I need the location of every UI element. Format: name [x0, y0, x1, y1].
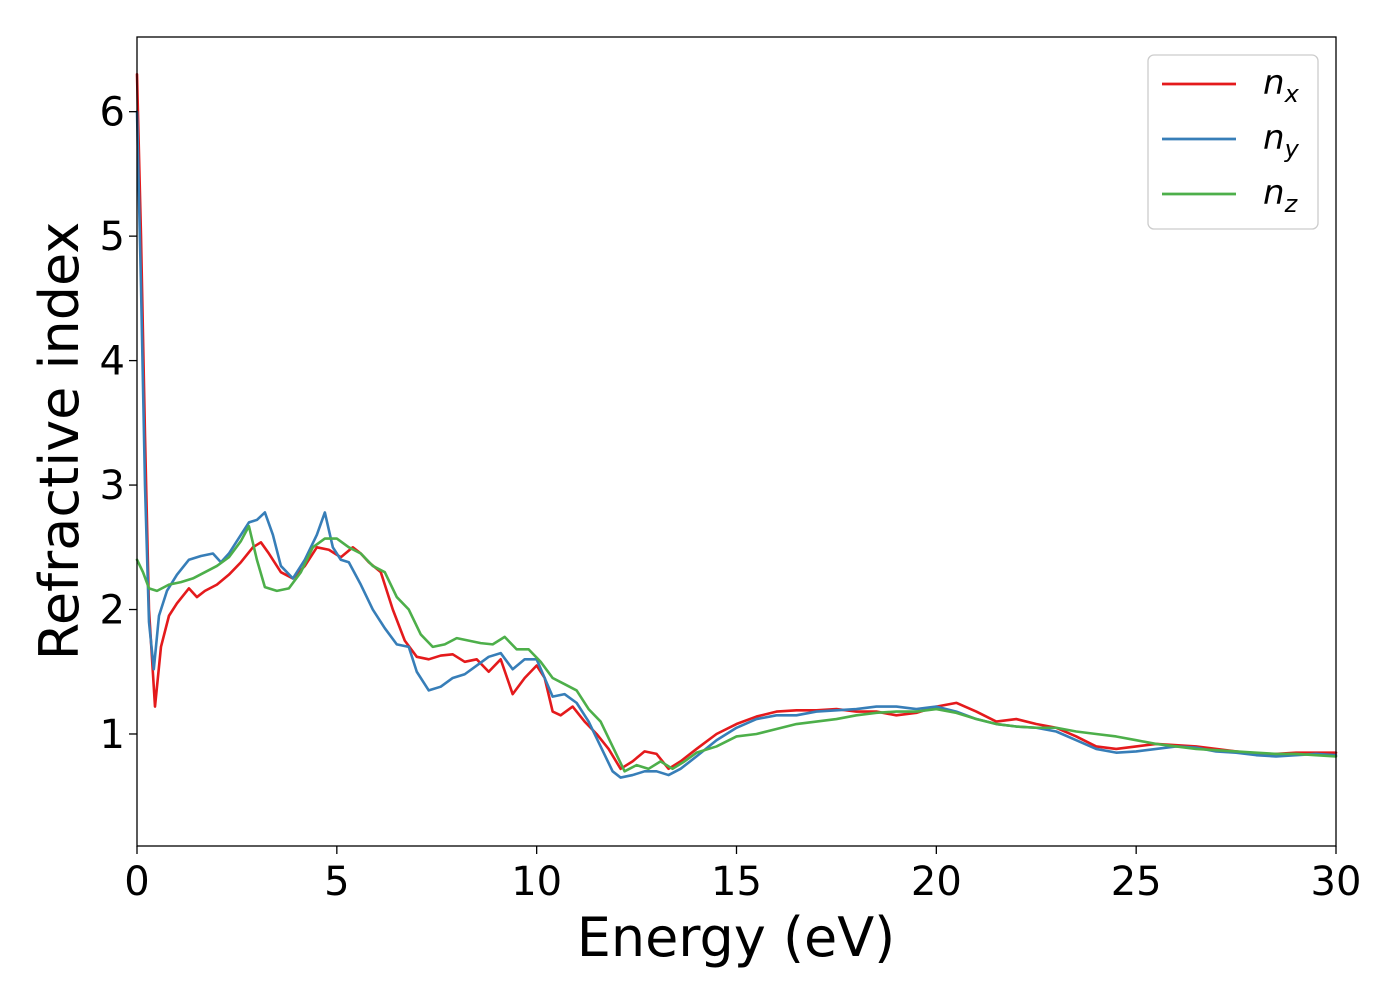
y-tick-label: 3 — [100, 463, 125, 509]
x-tick-label: 30 — [1311, 859, 1362, 905]
y-axis-title: Refractive index — [28, 222, 91, 661]
y-axis-ticks: 1 2 3 4 5 6 — [100, 90, 137, 758]
x-axis-ticks: 0 5 10 15 20 25 30 — [124, 846, 1361, 905]
x-tick-label: 10 — [511, 859, 562, 905]
y-tick-label: 6 — [100, 90, 125, 136]
legend-items: nx ny nz — [1162, 63, 1300, 218]
legend-frame — [1147, 54, 1319, 230]
y-tick-label: 2 — [100, 588, 125, 634]
y-tick-label: 4 — [100, 339, 125, 385]
legend-label-nz: nz — [1263, 173, 1299, 218]
series-line-ny — [135, 110, 1338, 779]
x-tick-label: 5 — [324, 859, 349, 905]
x-tick-label: 20 — [911, 859, 962, 905]
y-tick-label: 1 — [100, 712, 125, 758]
plot-background — [137, 37, 1336, 846]
x-tick-label: 0 — [124, 859, 149, 905]
x-axis-title: Energy (eV) — [577, 906, 896, 969]
x-tick-label: 25 — [1111, 859, 1162, 905]
legend-label-ny: ny — [1263, 118, 1300, 163]
series-layer — [135, 73, 1338, 779]
legend: nx ny nz — [1147, 54, 1319, 230]
y-tick-label: 5 — [100, 214, 125, 260]
x-tick-label: 15 — [711, 859, 762, 905]
series-line-nz — [135, 524, 1338, 773]
legend-label-nx: nx — [1263, 63, 1300, 108]
